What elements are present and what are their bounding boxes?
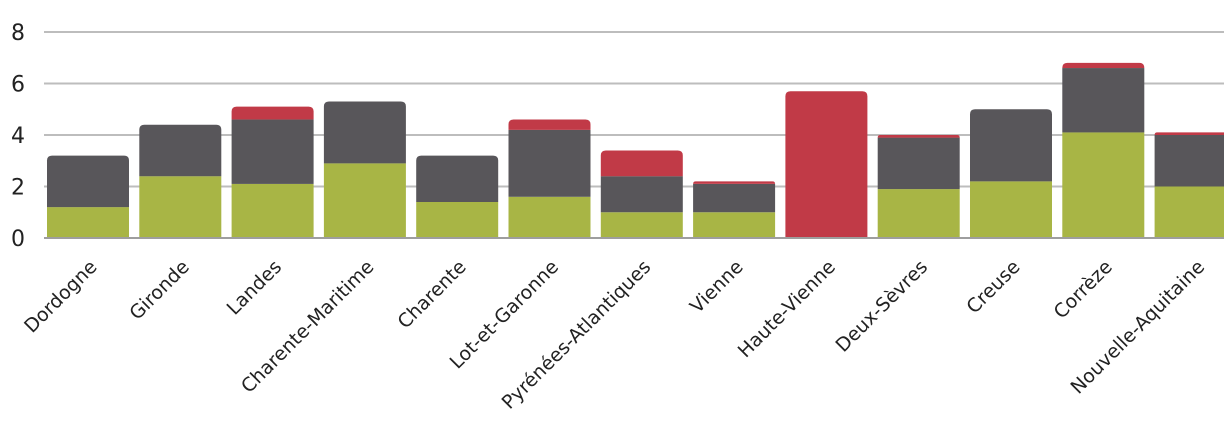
x-category-label: Landes xyxy=(223,256,287,320)
y-tick-label: 0 xyxy=(11,227,25,252)
bar-segment-2-6 xyxy=(600,176,683,213)
bar-segment-1-10 xyxy=(970,181,1052,238)
x-category-label: Haute-Vienne xyxy=(734,256,840,362)
bar-segment-1-11 xyxy=(1062,132,1145,238)
bar-segment-2-5 xyxy=(508,129,591,197)
y-tick-label: 2 xyxy=(11,176,25,201)
bar-segment-2-7 xyxy=(693,183,776,213)
bar-segment-1-5 xyxy=(508,196,591,238)
bar-segment-3-6 xyxy=(600,150,683,177)
y-tick-label: 8 xyxy=(11,21,25,46)
bar-segment-2-10 xyxy=(970,109,1052,182)
bar-segment-3-8 xyxy=(785,91,868,238)
bar-segment-2-9 xyxy=(877,137,960,190)
bar-segment-2-11 xyxy=(1062,68,1145,133)
bar-segment-2-3 xyxy=(323,101,406,164)
bar-segment-1-7 xyxy=(693,212,776,238)
bar-segment-3-9 xyxy=(877,135,960,138)
bar-segment-2-1 xyxy=(139,124,222,177)
bar-segment-1-12 xyxy=(1154,186,1224,238)
bar-segment-1-6 xyxy=(600,212,683,238)
bar-segment-1-2 xyxy=(231,183,314,238)
bar-segment-1-1 xyxy=(139,176,222,238)
bar-segment-2-2 xyxy=(231,119,314,184)
axis-layer: 0 2 4 6 8 xyxy=(11,21,1224,252)
bar-segment-3-12 xyxy=(1154,132,1224,135)
bar-segment-1-4 xyxy=(416,201,499,238)
bar-segment-2-4 xyxy=(416,155,499,202)
x-category-label: Gironde xyxy=(125,256,193,324)
bar-segment-2-12 xyxy=(1154,135,1224,187)
x-category-label: Corrèze xyxy=(1050,256,1117,323)
x-category-label: Pyrénées-Atlantiques xyxy=(498,256,656,414)
x-category-label: Vienne xyxy=(686,256,748,318)
bar-segment-3-5 xyxy=(508,119,591,130)
y-tick-label: 4 xyxy=(11,124,25,149)
y-tick-label: 6 xyxy=(11,73,25,98)
x-category-label: Dordogne xyxy=(20,256,101,337)
bar-segment-3-7 xyxy=(693,181,776,184)
bar-segment-3-2 xyxy=(231,106,314,120)
x-category-label: Creuse xyxy=(962,256,1024,318)
bars-layer xyxy=(47,62,1224,238)
bar-segment-2-0 xyxy=(47,155,129,208)
bar-segment-1-0 xyxy=(47,207,129,238)
x-category-label: Charente xyxy=(394,256,471,333)
x-category-label: Deux-Sèvres xyxy=(832,256,933,357)
bar-segment-3-11 xyxy=(1062,62,1145,69)
bar-segment-1-3 xyxy=(323,163,406,238)
bar-segment-1-9 xyxy=(877,189,960,238)
